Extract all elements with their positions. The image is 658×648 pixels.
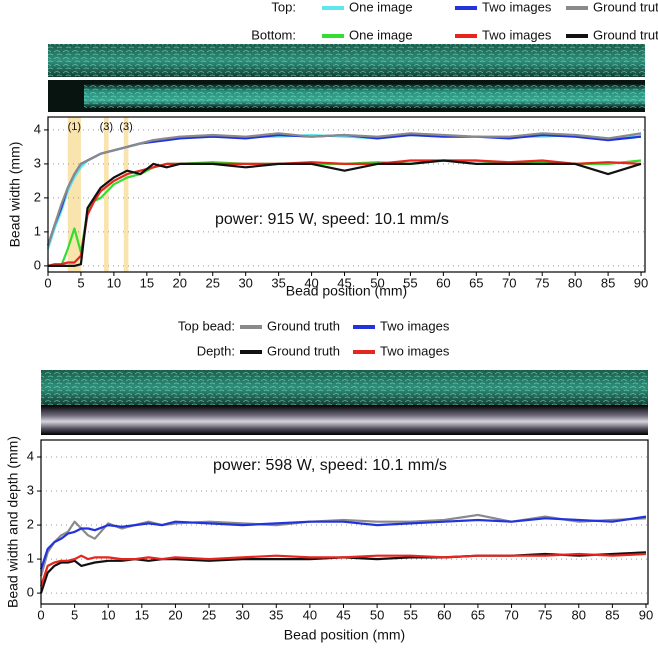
x-tick-label: 85 xyxy=(601,275,615,290)
x-tick-label: 20 xyxy=(173,275,187,290)
series-line xyxy=(39,552,647,587)
image-strips xyxy=(41,44,648,435)
x-tick-label: 55 xyxy=(403,607,417,622)
x-tick-label: 5 xyxy=(77,275,84,290)
band-label: (1) xyxy=(68,121,81,133)
x-tick-label: 0 xyxy=(37,607,44,622)
legend-label: Two images xyxy=(380,318,450,333)
x-tick-label: 35 xyxy=(269,607,283,622)
annotation: power: 915 W, speed: 10.1 mm/s xyxy=(215,211,449,228)
y-tick-label: 4 xyxy=(34,121,41,136)
highlight-band xyxy=(67,117,81,272)
x-tick-label: 10 xyxy=(101,607,115,622)
x-tick-label: 60 xyxy=(436,275,450,290)
legend-label: Two images xyxy=(380,343,450,358)
x-axis-label: Bead position (mm) xyxy=(286,283,407,299)
x-tick-label: 90 xyxy=(634,275,648,290)
band-label: (3) xyxy=(100,121,113,133)
x-tick-label: 50 xyxy=(370,607,384,622)
x-tick-label: 85 xyxy=(605,607,619,622)
legend-label: Ground truth xyxy=(593,27,658,42)
x-tick-label: 55 xyxy=(403,275,417,290)
band-label: (3) xyxy=(119,121,132,133)
legend-label: One image xyxy=(349,0,413,14)
x-tick-label: 30 xyxy=(235,607,249,622)
x-tick-label: 40 xyxy=(303,607,317,622)
y-axis-label: Bead width (mm) xyxy=(7,142,23,248)
legend-label: Ground truth xyxy=(267,343,340,358)
y-axis-label: Bead width and depth (mm) xyxy=(5,436,21,608)
series-line xyxy=(48,159,642,267)
x-tick-label: 5 xyxy=(71,607,78,622)
x-tick-label: 25 xyxy=(206,275,220,290)
top-strip-texture xyxy=(48,44,645,77)
legend-group-label: Top: xyxy=(271,0,296,14)
plot-area xyxy=(48,117,645,272)
legend-group-label: Depth: xyxy=(197,343,235,358)
x-tick-label: 75 xyxy=(538,607,552,622)
plot-frame xyxy=(47,116,646,273)
series-line xyxy=(46,132,642,246)
x-tick-label: 75 xyxy=(535,275,549,290)
depth-strip xyxy=(41,405,648,435)
legend-label: Ground truth xyxy=(267,318,340,333)
highlight-band xyxy=(104,117,109,272)
y-tick-label: 2 xyxy=(27,516,34,531)
x-axis-label: Bead position (mm) xyxy=(284,627,405,643)
legend: Top bead: Ground truth Two images Depth: Gro… xyxy=(178,318,450,358)
legend-label: One image xyxy=(349,27,413,42)
y-tick-label: 4 xyxy=(27,448,34,463)
y-tick-label: 0 xyxy=(34,257,41,272)
x-tick-label: 65 xyxy=(469,275,483,290)
x-tick-label: 70 xyxy=(502,275,516,290)
x-tick-label: 40 xyxy=(304,275,318,290)
x-tick-label: 25 xyxy=(202,607,216,622)
x-tick-label: 20 xyxy=(168,607,182,622)
x-tick-label: 50 xyxy=(370,275,384,290)
x-tick-label: 45 xyxy=(337,275,351,290)
y-tick-label: 2 xyxy=(34,189,41,204)
y-tick-label: 3 xyxy=(27,482,34,497)
x-tick-label: 80 xyxy=(568,275,582,290)
legend-label: Ground truth xyxy=(593,0,658,14)
x-tick-label: 35 xyxy=(271,275,285,290)
x-tick-label: 70 xyxy=(504,607,518,622)
y-tick-label: 1 xyxy=(34,223,41,238)
second-strip-texture xyxy=(84,84,645,108)
x-tick-label: 0 xyxy=(44,275,51,290)
x-tick-label: 65 xyxy=(471,607,485,622)
x-tick-label: 45 xyxy=(336,607,350,622)
legend: Top: One image Two images Ground truth Botto… xyxy=(251,0,658,42)
legend-label: Two images xyxy=(482,27,552,42)
annotation: power: 598 W, speed: 10.1 mm/s xyxy=(213,457,447,474)
y-tick-label: 0 xyxy=(27,585,34,600)
x-tick-label: 30 xyxy=(238,275,252,290)
series-line xyxy=(39,513,647,577)
x-tick-label: 15 xyxy=(140,275,154,290)
x-tick-label: 15 xyxy=(135,607,149,622)
highlight-band xyxy=(123,117,129,272)
y-tick-label: 1 xyxy=(27,551,34,566)
legend-label: Two images xyxy=(482,0,552,14)
plot-frame xyxy=(40,439,649,605)
third-strip-texture xyxy=(41,370,648,405)
y-tick-label: 3 xyxy=(34,155,41,170)
x-tick-label: 80 xyxy=(572,607,586,622)
legend-group-label: Top bead: xyxy=(178,318,235,333)
series-line xyxy=(39,515,647,570)
legend-group-label: Bottom: xyxy=(251,27,296,42)
x-tick-label: 90 xyxy=(639,607,653,622)
x-tick-label: 10 xyxy=(107,275,121,290)
x-tick-label: 60 xyxy=(437,607,451,622)
